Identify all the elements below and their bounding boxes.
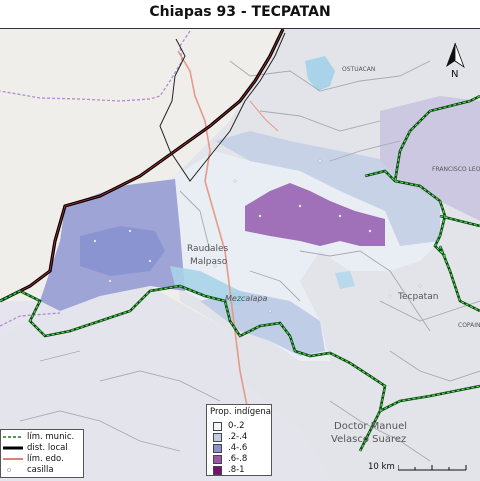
legend-line-row-district: dist. local: [3, 442, 68, 453]
municipal-boundaries-green-dash: [0, 95, 480, 452]
lake-small: [335, 271, 355, 289]
state-boundary-lower: [0, 312, 61, 327]
label-francisco-leon: FRANCISCO LEO: [432, 166, 480, 173]
label-malpaso: Malpaso: [190, 257, 228, 267]
legend-prop-label-2: .4-.6: [228, 443, 248, 453]
legend-municipal-label: lím. munic.: [27, 431, 75, 442]
map-title: Chiapas 93 - TECPATAN: [149, 4, 331, 20]
legend-swatch-0: [213, 421, 222, 431]
label-doctor-manuel: Doctor Manuel: [334, 421, 407, 432]
legend-swatch-1: [213, 432, 222, 442]
neighbor-area-west: [0, 301, 60, 341]
legend-proportion: Prop. indígena 0-.2 .2-.4 .4-.6 .6-.8 .8…: [206, 404, 272, 476]
legend-casilla-label: casilla: [27, 464, 54, 475]
legend-district-line-icon: [3, 446, 23, 449]
legend-swatch-4: [213, 465, 222, 475]
legend-prop-row-0: 0-.2: [213, 421, 245, 431]
legend-line-row-casilla: casilla: [3, 464, 54, 475]
district-boundary-red-core: [0, 29, 284, 302]
polling-stations: [93, 159, 422, 313]
legend-state-line-icon: [3, 457, 23, 460]
legend-prop-row-1: .2-.4: [213, 432, 247, 442]
legend-prop-label-4: .8-1: [228, 465, 245, 475]
legend-prop-label-3: .6-.8: [228, 454, 248, 464]
legend-prop-label-0: 0-.2: [228, 421, 245, 431]
legend-swatch-2: [213, 443, 222, 453]
legend-prop-label-1: .2-.4: [228, 432, 248, 442]
state-boundary: [0, 30, 191, 102]
district-region-04-06-west-dark: [80, 226, 165, 276]
scale-bar: 10 km: [368, 460, 468, 474]
legend-line-row-municipal: lím. munic.: [3, 431, 74, 442]
lake-north: [305, 56, 335, 91]
label-velasco-suarez: Velasco Suarez: [331, 434, 406, 445]
legend-prop-row-2: .4-.6: [213, 443, 247, 453]
legend-casilla-dot-icon: [7, 467, 11, 472]
district-region-06-08-central: [245, 183, 385, 246]
river-main: [177, 50, 259, 472]
scale-label: 10 km: [368, 462, 395, 472]
label-copainala: COPAIN: [458, 322, 480, 329]
legend-proportion-title: Prop. indígena: [210, 407, 272, 417]
legend-prop-row-3: .6-.8: [213, 454, 247, 464]
legend-state-label: lím. edo.: [27, 453, 64, 464]
legend-line-row-state: lím. edo.: [3, 453, 64, 464]
legend-prop-row-4: .8-1: [213, 465, 245, 475]
label-ostuacan: OSTUACAN: [342, 66, 375, 73]
legend-municipal-line-icon: [3, 435, 23, 438]
north-label: N: [451, 69, 458, 80]
legend-swatch-3: [213, 454, 222, 464]
river-branch: [249, 100, 279, 132]
district-region-02-04-ne: [380, 96, 480, 221]
north-arrow-icon: N: [446, 42, 465, 80]
municipal-boundaries-grey: [19, 60, 480, 462]
label-raudales: Raudales: [187, 244, 229, 254]
legend-lines: lím. munic. dist. local lím. edo. casill…: [0, 429, 84, 478]
municipal-boundary-black: [159, 32, 286, 182]
scale-ruler-icon: [397, 465, 467, 471]
label-tecpatan: Tecpatan: [397, 292, 438, 302]
legend-district-label: dist. local: [27, 442, 68, 453]
label-river-name: Mezcalapa: [225, 294, 268, 303]
